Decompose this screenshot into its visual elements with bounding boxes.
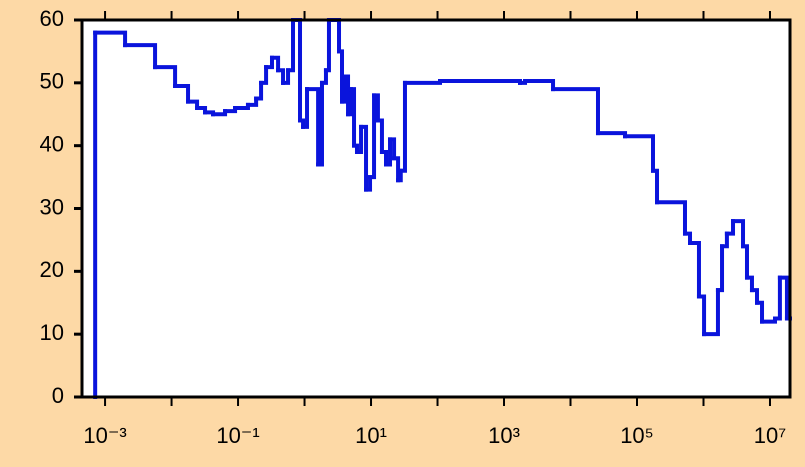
line-step [173, 83, 191, 104]
y-tick-label: 60 [40, 6, 64, 31]
line-step [375, 118, 384, 154]
line-step [305, 87, 321, 167]
line-step [623, 134, 655, 173]
line-step [396, 168, 403, 183]
line-step [402, 78, 443, 85]
line-step [254, 80, 264, 101]
x-tick-label: 10⁻¹ [216, 423, 259, 448]
line-step [523, 78, 556, 92]
line-step [186, 99, 200, 110]
line-step [281, 68, 291, 85]
line-step [346, 87, 354, 117]
line-step [323, 18, 331, 73]
line-step [731, 219, 746, 249]
line-step [749, 288, 760, 305]
line-step [392, 156, 401, 183]
line-step [384, 137, 393, 167]
line-step [264, 55, 274, 70]
line-step [655, 200, 687, 236]
x-tick-label: 10⁻³ [83, 423, 126, 448]
x-tick-label: 10³ [488, 423, 520, 448]
line-step [777, 275, 789, 321]
y-tick-label: 20 [40, 257, 64, 282]
line-step [153, 65, 178, 88]
line-step [276, 68, 286, 85]
line-step [724, 219, 736, 236]
x-tick-label: 10⁷ [754, 423, 786, 448]
line-step [720, 231, 729, 249]
line-step [438, 78, 523, 85]
line-step [368, 93, 377, 180]
line-step [741, 244, 749, 280]
line-step [364, 175, 373, 192]
line-step [298, 118, 306, 129]
line-step [682, 231, 693, 246]
line-step [93, 30, 128, 48]
x-tick-label: 10⁵ [620, 423, 654, 448]
line-step [286, 18, 296, 73]
y-tick-label: 0 [52, 383, 64, 408]
line-step [688, 241, 701, 299]
x-tick-label: 10¹ [355, 423, 387, 448]
line-step [352, 143, 359, 154]
y-tick-label: 10 [40, 320, 64, 345]
line-step [755, 300, 765, 324]
y-tick-label: 30 [40, 194, 64, 219]
line-step [259, 65, 269, 85]
line-step [316, 80, 324, 167]
line-step [301, 87, 310, 129]
line-step [650, 168, 660, 205]
line-step [715, 244, 725, 293]
line-step [337, 49, 345, 104]
y-tick-label: 50 [40, 69, 64, 94]
line-step [354, 124, 364, 154]
line-step [388, 137, 397, 161]
line-step [340, 74, 347, 104]
line-step [773, 275, 782, 321]
line-step [398, 80, 407, 173]
line-step [359, 124, 369, 192]
line-step [379, 149, 389, 167]
y-tick-label: 40 [40, 131, 64, 156]
line-step [551, 87, 600, 136]
line-step [342, 74, 351, 117]
line-step [702, 288, 720, 337]
line-step [269, 55, 281, 73]
line-step [245, 96, 259, 107]
line-step [744, 275, 754, 293]
line-step [319, 68, 328, 85]
line-step [349, 87, 357, 148]
line-step [123, 43, 158, 70]
line-step [372, 93, 380, 123]
line-step [696, 294, 707, 337]
